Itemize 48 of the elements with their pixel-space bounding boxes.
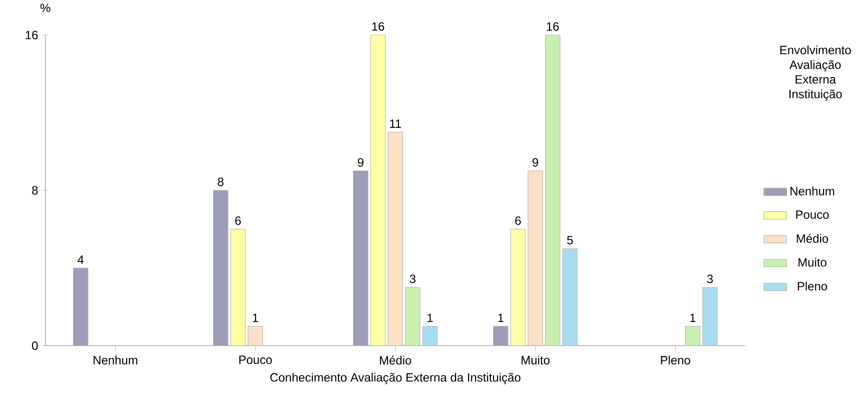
bar [213,190,228,346]
bar [405,287,420,346]
data-label: 6 [515,216,521,225]
bar [73,268,88,346]
legend-label: Nenhum [790,186,834,196]
bar [230,228,246,346]
x-tick-label: Médio [380,356,412,365]
data-label: 1 [498,314,504,322]
data-label: 9 [532,158,538,167]
data-label: 8 [218,178,224,186]
bar [510,228,526,346]
legend-label: Muito [798,258,826,267]
bar [545,34,560,346]
data-label: 1 [428,314,433,322]
bar [702,287,718,346]
bar [422,326,438,346]
bar [685,326,700,346]
bar [248,326,263,346]
x-tick-label: Pleno [660,356,690,364]
legend-label: Pouco [796,210,829,219]
bar [493,326,508,346]
bar [528,170,543,346]
y-axis-title: % [40,4,50,12]
data-label: 1 [690,314,696,322]
data-label: 3 [707,274,713,284]
legend-label: Médio [796,234,828,243]
data-label: 4 [78,255,84,264]
data-label: 6 [235,216,241,225]
y-tick-label: 0 [32,341,38,350]
data-label: 16 [372,22,384,31]
bar [370,34,386,346]
data-label: 3 [410,274,416,284]
y-tick-label: 8 [32,186,38,195]
data-label: 5 [567,236,573,244]
x-axis-title: Conhecimento Avaliação Externa da Instituição [270,372,520,384]
data-label: 9 [358,158,364,167]
x-tick-label: Nenhum [94,356,138,364]
bar [388,132,403,346]
x-tick-label: Muito [522,356,550,364]
legend-label: Pleno [798,282,828,290]
data-label: 16 [546,22,559,31]
data-label: 1 [252,314,258,322]
y-tick-label: 16 [26,30,38,40]
bar [562,248,578,346]
bar [353,170,368,346]
x-tick-label: Pouco [239,356,272,364]
data-label: 11 [390,120,401,128]
legend-title: Envolvimento Avaliação Externa Instituição [780,45,851,101]
